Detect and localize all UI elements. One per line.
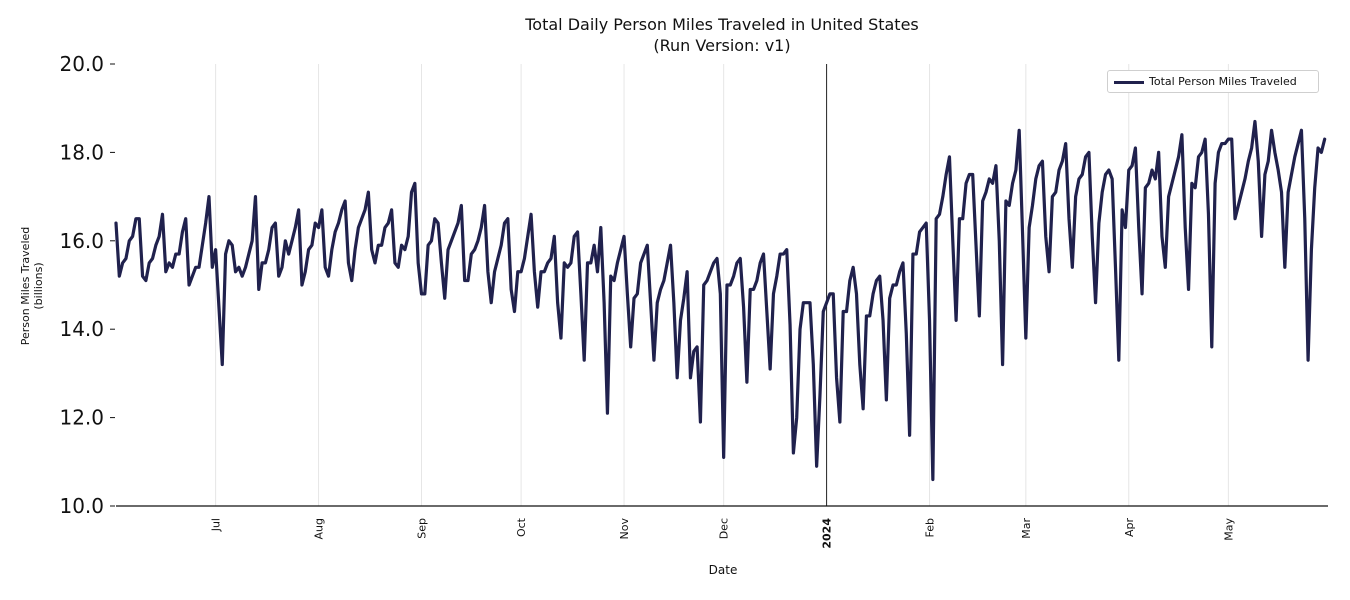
x-tick-label: Feb: [924, 518, 937, 537]
axes: [110, 63, 1328, 507]
y-tick-label: 20.0: [59, 52, 104, 76]
x-tick-label: Aug: [313, 518, 326, 539]
x-tick-label: Dec: [718, 518, 731, 539]
y-tick-label: 10.0: [59, 494, 104, 518]
x-tick-label: Mar: [1020, 518, 1033, 539]
y-tick-label: 12.0: [59, 406, 104, 430]
y-tick-label: 14.0: [59, 317, 104, 341]
chart-title: Total Daily Person Miles Traveled in Uni…: [525, 15, 919, 34]
x-tick-label: Oct: [515, 517, 528, 537]
x-tick-label: Nov: [618, 518, 631, 540]
tick-labels: Jul Aug Sep Oct Nov Dec 2024 Feb Mar Apr May 10.0 12…: [59, 52, 1235, 549]
series-line-1: [114, 119, 1327, 482]
x-axis-label: Date: [709, 563, 738, 577]
x-tick-label: Jul: [210, 518, 223, 532]
y-tick-label: 16.0: [59, 229, 104, 253]
x-tick-label: 2024: [821, 518, 834, 549]
legend: Total Person Miles Traveled: [1107, 70, 1319, 93]
legend-line-swatch: [1114, 81, 1144, 84]
y-tick-label: 18.0: [59, 140, 104, 164]
series-layer: [114, 119, 1327, 482]
chart-subtitle: (Run Version: v1): [653, 36, 791, 55]
chart-title-block: Total Daily Person Miles Traveled in Uni…: [116, 14, 1328, 56]
legend-entry-label: Total Person Miles Traveled: [1149, 75, 1297, 88]
x-tick-label: Apr: [1123, 518, 1136, 538]
x-tick-label: Sep: [415, 518, 428, 539]
x-tick-label: May: [1222, 518, 1235, 541]
